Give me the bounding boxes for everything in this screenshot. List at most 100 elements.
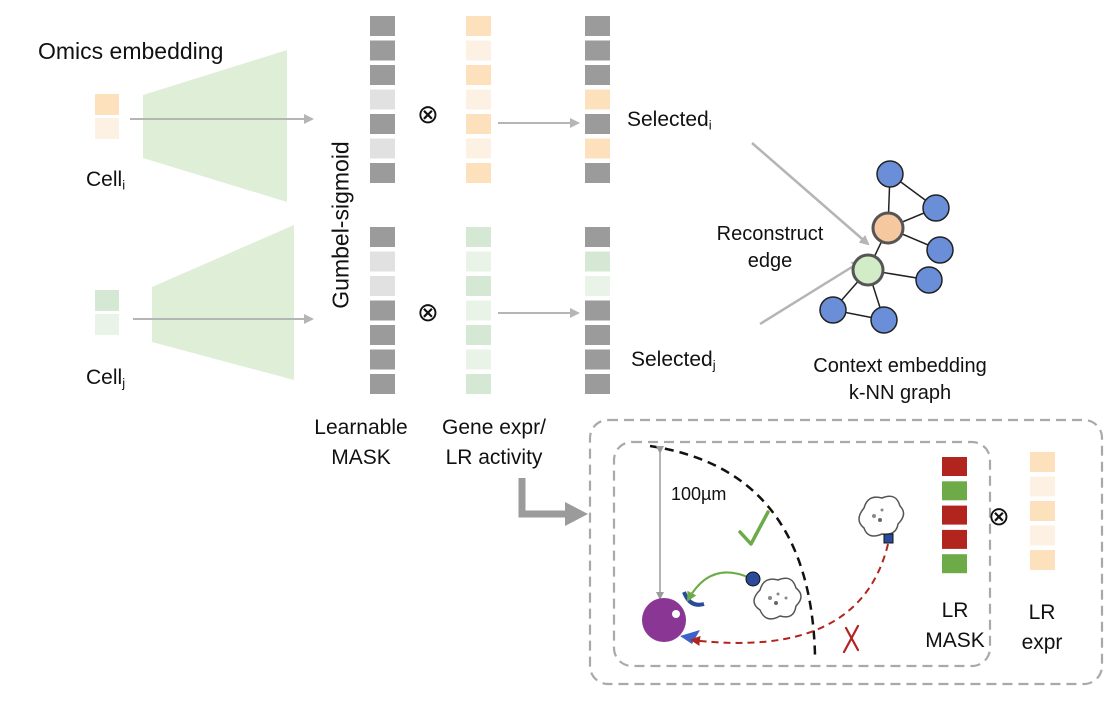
otimes-i: ⊗ [417, 100, 439, 130]
mask-j-cell [370, 276, 395, 296]
lr-expr-cell [1030, 550, 1055, 570]
learnable-mask-i [370, 16, 395, 183]
selected-j-cell [585, 276, 610, 296]
gene-j-cell [466, 325, 491, 345]
far-sender-cell-icon [858, 495, 905, 544]
mask-j-cell [370, 325, 395, 345]
check-icon [738, 510, 770, 546]
context-embedding-label: Context embedding k-NN graph [813, 355, 987, 404]
gene-i-cell [466, 138, 491, 159]
lr-mask-cell [942, 505, 967, 525]
radius-arc [649, 444, 817, 656]
selected-j-label: Selectedj [631, 348, 716, 373]
gene-j-cell [466, 374, 491, 394]
gene-i-cell [466, 16, 491, 36]
lr-mask-cell [942, 529, 967, 549]
otimes-j: ⊗ [417, 298, 439, 328]
selected-j-cell [585, 325, 610, 345]
arrow-selected-i-to-graph [751, 142, 870, 246]
cell-j-label: Cellj [86, 366, 126, 391]
cross-icon [842, 624, 860, 654]
mask-j-cell [370, 251, 395, 272]
lr-expr-cell [1030, 525, 1055, 546]
selected-j-cell [585, 349, 610, 370]
gene-j-cell [466, 227, 491, 247]
encoder-i [143, 50, 287, 202]
selected-i-cell [585, 65, 610, 85]
mask-i-cell [370, 65, 395, 85]
mask-j-cell [370, 349, 395, 370]
lr-mask-vector [942, 457, 967, 574]
lr-expr-cell [1030, 452, 1055, 472]
lr-mask-cell [942, 457, 967, 476]
gumbel-sigmoid-label: Gumbel-sigmoid [327, 141, 354, 309]
gene-expr-label: Gene expr/ LR activity [442, 416, 546, 469]
cell-i-label: Celli [86, 168, 126, 193]
knn-graph-icon [819, 160, 954, 334]
mask-i-cell [370, 138, 395, 159]
mask-i-cell [370, 40, 395, 61]
inset-inner-box [612, 440, 992, 668]
cell-j-vector [95, 290, 119, 335]
lr-mask-cell [942, 481, 967, 501]
gene-i-cell [466, 65, 491, 85]
distance-label: 100µm [671, 484, 727, 504]
encoder-j [152, 225, 294, 380]
cell-i-cell [95, 94, 119, 115]
selected-i-cell [585, 40, 610, 61]
gene-i-cell [466, 40, 491, 61]
gene-i-cell [466, 89, 491, 110]
mask-i-cell [370, 114, 395, 134]
lr-mask-cell [942, 554, 967, 574]
selected-i-vector [585, 16, 610, 183]
mask-i-cell [370, 16, 395, 36]
cell-j-cell [95, 290, 119, 311]
reconstruct-edge-label: Reconstruct edge [716, 223, 824, 272]
cell-j-cell [95, 314, 119, 335]
selected-i-cell [585, 114, 610, 134]
cell-i-cell [95, 118, 119, 139]
cell-i-vector [95, 94, 119, 139]
omics-embedding-label: Omics embedding [38, 38, 224, 64]
lr-expr-vector [1030, 452, 1055, 570]
inset-outer-box [588, 418, 1104, 686]
selected-j-vector [585, 227, 610, 394]
arrow-to-inset [518, 478, 566, 518]
gene-i-cell [466, 114, 491, 134]
selected-i-cell [585, 89, 610, 110]
selected-i-cell [585, 138, 610, 159]
signal-success [687, 571, 751, 602]
gene-j-cell [466, 276, 491, 296]
gene-expr-j [466, 227, 491, 394]
lr-expr-cell [1030, 501, 1055, 521]
learnable-mask-label: Learnable MASK [314, 416, 408, 469]
gene-i-cell [466, 163, 491, 183]
signal-failed [690, 543, 889, 646]
gene-expr-i [466, 16, 491, 183]
gene-j-cell [466, 349, 491, 370]
selected-i-cell [585, 163, 610, 183]
arrow-selected-j-to-graph [759, 260, 862, 326]
gene-j-cell [466, 251, 491, 272]
sender-cell-icon [745, 571, 802, 620]
learnable-mask-j [370, 227, 395, 394]
selected-i-cell [585, 16, 610, 36]
mask-j-cell [370, 300, 395, 321]
selected-j-cell [585, 300, 610, 321]
gene-j-cell [466, 300, 491, 321]
arrow-to-inset-head [565, 502, 588, 526]
lr-expr-label: LR expr [1021, 601, 1063, 654]
otimes-lr: ⊗ [988, 502, 1010, 532]
selected-j-cell [585, 227, 610, 247]
lr-expr-cell [1030, 476, 1055, 497]
selected-i-label: Selectedi [627, 108, 712, 133]
selected-j-cell [585, 251, 610, 272]
lr-mask-label: LR MASK [925, 599, 985, 652]
mask-i-cell [370, 163, 395, 183]
receiver-cell-icon [642, 591, 705, 644]
mask-i-cell [370, 89, 395, 110]
selected-j-cell [585, 374, 610, 394]
mask-j-cell [370, 227, 395, 247]
